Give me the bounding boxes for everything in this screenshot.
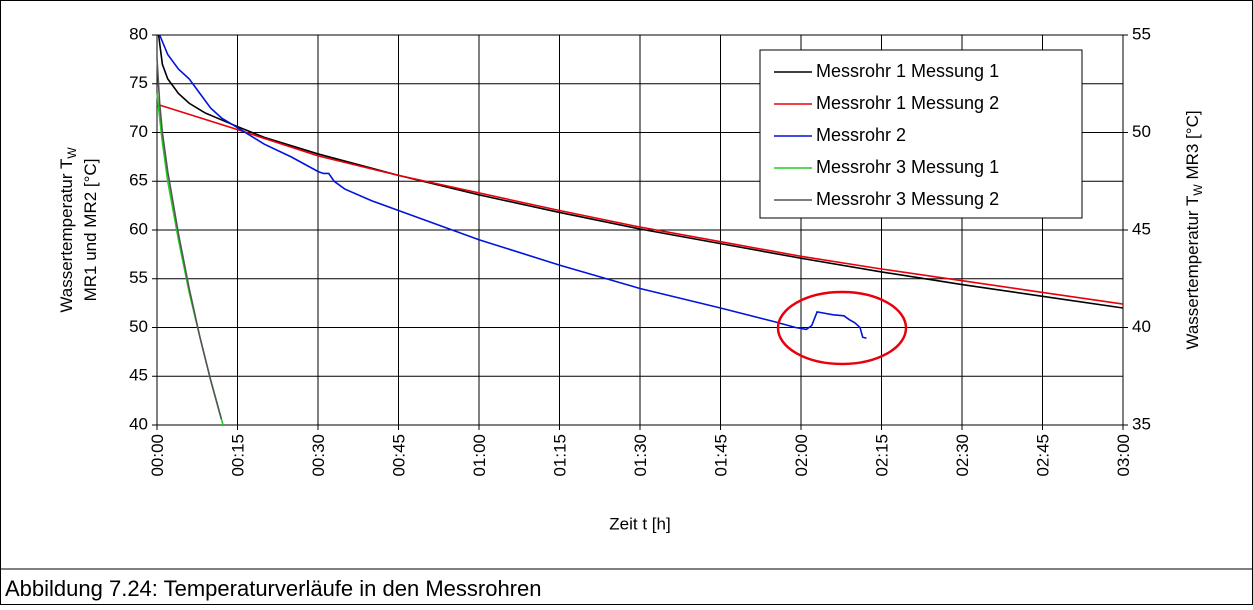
x-tick-label: 00:30 xyxy=(309,434,328,477)
y2-label-part: Wassertemperatur T xyxy=(1183,196,1202,350)
x-tick-label: 00:00 xyxy=(148,434,167,477)
y-label-part: Wassertemperatur T xyxy=(57,159,76,313)
x-tick-label: 02:15 xyxy=(873,434,892,477)
x-axis-label: Zeit t [h] xyxy=(609,514,670,533)
y2-label-part: MR3 [°C] xyxy=(1183,110,1202,184)
x-tick-label: 00:45 xyxy=(390,434,409,477)
x-tick-label: 03:00 xyxy=(1114,434,1133,477)
x-tick-label: 01:30 xyxy=(631,434,650,477)
x-tick-label: 02:30 xyxy=(953,434,972,477)
y-axis-label: Wassertemperatur TWMR1 und MR2 [°C] xyxy=(57,147,100,313)
y-tick-label: 60 xyxy=(129,219,148,238)
y2-tick-label: 35 xyxy=(1132,414,1151,433)
y-label-part: MR1 und MR2 [°C] xyxy=(81,159,100,302)
y2-label-sub: W xyxy=(1191,184,1205,196)
x-tick-label: 02:00 xyxy=(792,434,811,477)
y-tick-label: 65 xyxy=(129,171,148,190)
series-line xyxy=(157,34,1124,309)
x-tick-label: 01:15 xyxy=(551,434,570,477)
series-line xyxy=(156,103,1124,305)
y-tick-label: 80 xyxy=(129,24,148,43)
y-tick-label: 55 xyxy=(129,268,148,287)
legend-label: Messrohr 2 xyxy=(816,125,906,145)
legend-label: Messrohr 1 Messung 1 xyxy=(816,61,999,81)
highlight-ellipse xyxy=(776,290,908,366)
caption: Abbildung 7.24: Temperaturverläufe in de… xyxy=(5,576,541,601)
y-tick-label: 75 xyxy=(129,73,148,92)
y2-axis-label: Wassertemperatur TW MR3 [°C] xyxy=(1183,110,1205,349)
x-tick-label: 01:00 xyxy=(470,434,489,477)
y2-tick-label: 45 xyxy=(1132,219,1151,238)
y-tick-label: 40 xyxy=(129,414,148,433)
y2-tick-label: 40 xyxy=(1132,317,1151,336)
y-tick-label: 45 xyxy=(129,366,148,385)
x-tick-label: 01:45 xyxy=(712,434,731,477)
x-tick-label: 00:15 xyxy=(229,434,248,477)
legend-label: Messrohr 3 Messung 1 xyxy=(816,157,999,177)
x-tick-label: 02:45 xyxy=(1034,434,1053,477)
y-label-sub: W xyxy=(65,147,79,159)
legend xyxy=(759,49,1083,219)
series-line xyxy=(158,34,867,340)
y-tick-label: 50 xyxy=(129,317,148,336)
legend-label: Messrohr 3 Messung 2 xyxy=(816,189,999,209)
y-tick-label: 70 xyxy=(129,122,148,141)
y2-tick-label: 55 xyxy=(1132,24,1151,43)
series-line xyxy=(156,58,223,420)
y2-tick-label: 50 xyxy=(1132,122,1151,141)
legend-label: Messrohr 1 Messung 2 xyxy=(816,93,999,113)
